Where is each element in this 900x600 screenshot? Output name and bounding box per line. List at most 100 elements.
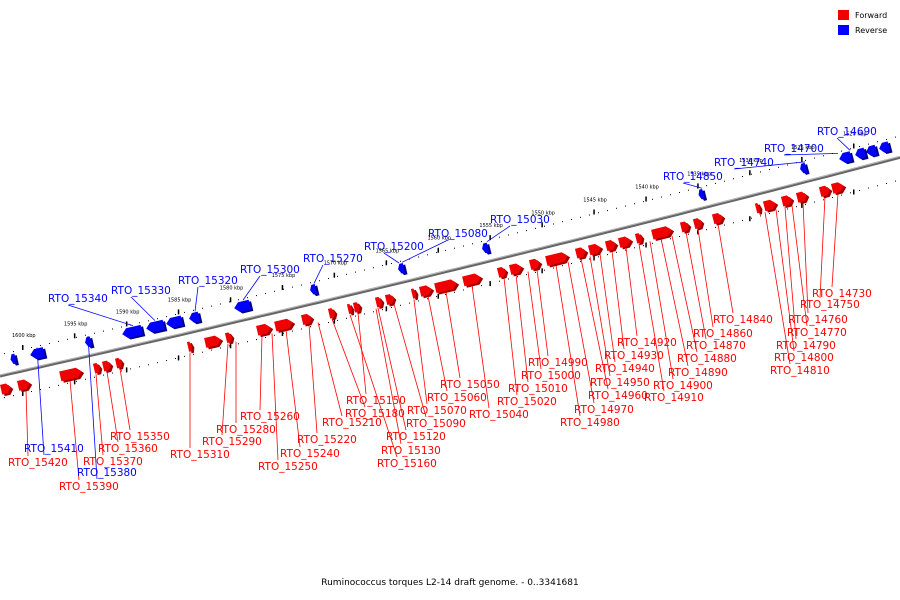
gene-label[interactable]: RTO_15070: [407, 405, 467, 417]
gene-arrow-forward[interactable]: [830, 181, 848, 196]
gene-arrow-forward[interactable]: [617, 235, 634, 250]
gene-label[interactable]: RTO_15360: [98, 443, 158, 455]
gene-arrow-forward[interactable]: [762, 198, 780, 213]
gene-arrow-forward[interactable]: [114, 357, 125, 370]
gene-arrow-forward[interactable]: [754, 202, 764, 215]
gene-arrow-reverse[interactable]: [397, 263, 408, 277]
gene-label[interactable]: RTO_14990: [528, 357, 588, 369]
gene-label[interactable]: RTO_15050: [440, 379, 500, 391]
gene-label[interactable]: RTO_14790: [776, 340, 836, 352]
gene-label[interactable]: RTO_14870: [686, 340, 746, 352]
gene-arrow-forward[interactable]: [17, 378, 33, 393]
gene-label[interactable]: RTO_15130: [381, 445, 441, 457]
gene-arrow-forward[interactable]: [59, 366, 85, 383]
gene-arrow-reverse[interactable]: [854, 147, 869, 162]
gene-label[interactable]: RTO_14980: [560, 417, 620, 429]
gene-arrow-forward[interactable]: [374, 296, 386, 310]
gene-arrow-forward[interactable]: [462, 272, 484, 288]
gene-arrow-forward[interactable]: [528, 257, 544, 272]
gene-arrow-forward[interactable]: [496, 266, 510, 280]
gene-arrow-reverse[interactable]: [29, 347, 48, 362]
gene-arrow-forward[interactable]: [0, 382, 14, 397]
gene-label[interactable]: RTO_14750: [800, 299, 860, 311]
gene-arrow-reverse[interactable]: [481, 242, 492, 256]
gene-arrow-forward[interactable]: [92, 362, 103, 376]
gene-label[interactable]: RTO_14910: [644, 392, 704, 404]
gene-label[interactable]: RTO_14860: [693, 328, 753, 340]
gene-arrow-forward[interactable]: [274, 317, 296, 333]
gene-arrow-forward[interactable]: [795, 190, 811, 205]
gene-arrow-forward[interactable]: [224, 331, 236, 345]
gene-arrow-forward[interactable]: [711, 212, 727, 227]
gene-label[interactable]: RTO_15150: [346, 395, 406, 407]
gene-label[interactable]: RTO_14970: [574, 404, 634, 416]
gene-arrow-forward[interactable]: [692, 217, 706, 231]
gene-label[interactable]: RTO_14700: [764, 143, 824, 155]
gene-label[interactable]: RTO_14890: [668, 367, 728, 379]
gene-label[interactable]: RTO_15040: [469, 409, 529, 421]
gene-label[interactable]: RTO_14930: [604, 350, 664, 362]
gene-arrow-forward[interactable]: [327, 307, 339, 321]
gene-label[interactable]: RTO_15060: [427, 392, 487, 404]
gene-label[interactable]: RTO_15310: [170, 449, 230, 461]
gene-label[interactable]: RTO_15010: [508, 383, 568, 395]
gene-label[interactable]: RTO_14690: [817, 126, 877, 138]
gene-label[interactable]: RTO_14770: [787, 327, 847, 339]
gene-arrow-forward[interactable]: [352, 301, 364, 315]
gene-label[interactable]: RTO_15180: [345, 408, 405, 420]
gene-arrow-forward[interactable]: [545, 251, 571, 268]
gene-label[interactable]: RTO_14840: [713, 314, 773, 326]
gene-label[interactable]: RTO_15270: [303, 253, 363, 265]
gene-label[interactable]: RTO_14730: [812, 288, 872, 300]
gene-arrow-forward[interactable]: [604, 239, 620, 254]
gene-label[interactable]: RTO_14850: [663, 171, 723, 183]
gene-label[interactable]: RTO_14880: [677, 353, 737, 365]
gene-arrow-forward[interactable]: [101, 359, 114, 373]
gene-label[interactable]: RTO_15120: [386, 431, 446, 443]
gene-label[interactable]: RTO_15250: [258, 461, 318, 473]
gene-arrow-reverse[interactable]: [233, 299, 254, 315]
gene-arrow-forward[interactable]: [508, 262, 525, 277]
gene-label[interactable]: RTO_14760: [788, 314, 848, 326]
gene-arrow-forward[interactable]: [204, 334, 224, 350]
gene-label[interactable]: RTO_15080: [428, 228, 488, 240]
gene-arrow-reverse[interactable]: [145, 319, 168, 335]
gene-arrow-reverse[interactable]: [697, 188, 708, 201]
gene-arrow-forward[interactable]: [300, 313, 315, 327]
gene-arrow-forward[interactable]: [384, 293, 398, 307]
gene-label[interactable]: RTO_14960: [588, 390, 648, 402]
gene-label[interactable]: RTO_15240: [280, 448, 340, 460]
gene-label[interactable]: RTO_15210: [322, 417, 382, 429]
gene-arrow-reverse[interactable]: [188, 311, 203, 325]
gene-label[interactable]: RTO_14940: [595, 363, 655, 375]
gene-label[interactable]: RTO_15290: [202, 436, 262, 448]
gene-arrow-forward[interactable]: [418, 284, 435, 299]
gene-arrow-forward[interactable]: [410, 288, 420, 301]
gene-label[interactable]: RTO_14800: [774, 352, 834, 364]
gene-arrow-forward[interactable]: [186, 341, 196, 354]
gene-arrow-reverse[interactable]: [865, 144, 880, 159]
gene-arrow-forward[interactable]: [574, 246, 590, 261]
gene-label[interactable]: RTO_15280: [216, 424, 276, 436]
gene-label[interactable]: RTO_15350: [110, 431, 170, 443]
gene-arrow-reverse[interactable]: [309, 284, 320, 298]
gene-arrow-forward[interactable]: [679, 220, 693, 234]
gene-label[interactable]: RTO_14740: [714, 157, 774, 169]
gene-label[interactable]: RTO_15420: [8, 457, 68, 469]
gene-label[interactable]: RTO_15410: [24, 443, 84, 455]
gene-arrow-reverse[interactable]: [9, 353, 19, 366]
gene-label[interactable]: RTO_15390: [59, 481, 119, 493]
gene-label[interactable]: RTO_15000: [521, 370, 581, 382]
gene-label[interactable]: RTO_14950: [590, 377, 650, 389]
gene-arrow-reverse[interactable]: [165, 315, 186, 331]
gene-label[interactable]: RTO_15330: [111, 285, 171, 297]
gene-label[interactable]: RTO_15160: [377, 458, 437, 470]
gene-arrow-forward[interactable]: [256, 322, 274, 338]
gene-arrow-forward[interactable]: [651, 225, 675, 242]
gene-label[interactable]: RTO_15370: [83, 456, 143, 468]
gene-arrow-forward[interactable]: [587, 242, 604, 257]
gene-label[interactable]: RTO_15380: [77, 467, 137, 479]
gene-label[interactable]: RTO_15260: [240, 411, 300, 423]
gene-arrow-reverse[interactable]: [799, 162, 810, 176]
gene-arrow-forward[interactable]: [434, 278, 460, 295]
